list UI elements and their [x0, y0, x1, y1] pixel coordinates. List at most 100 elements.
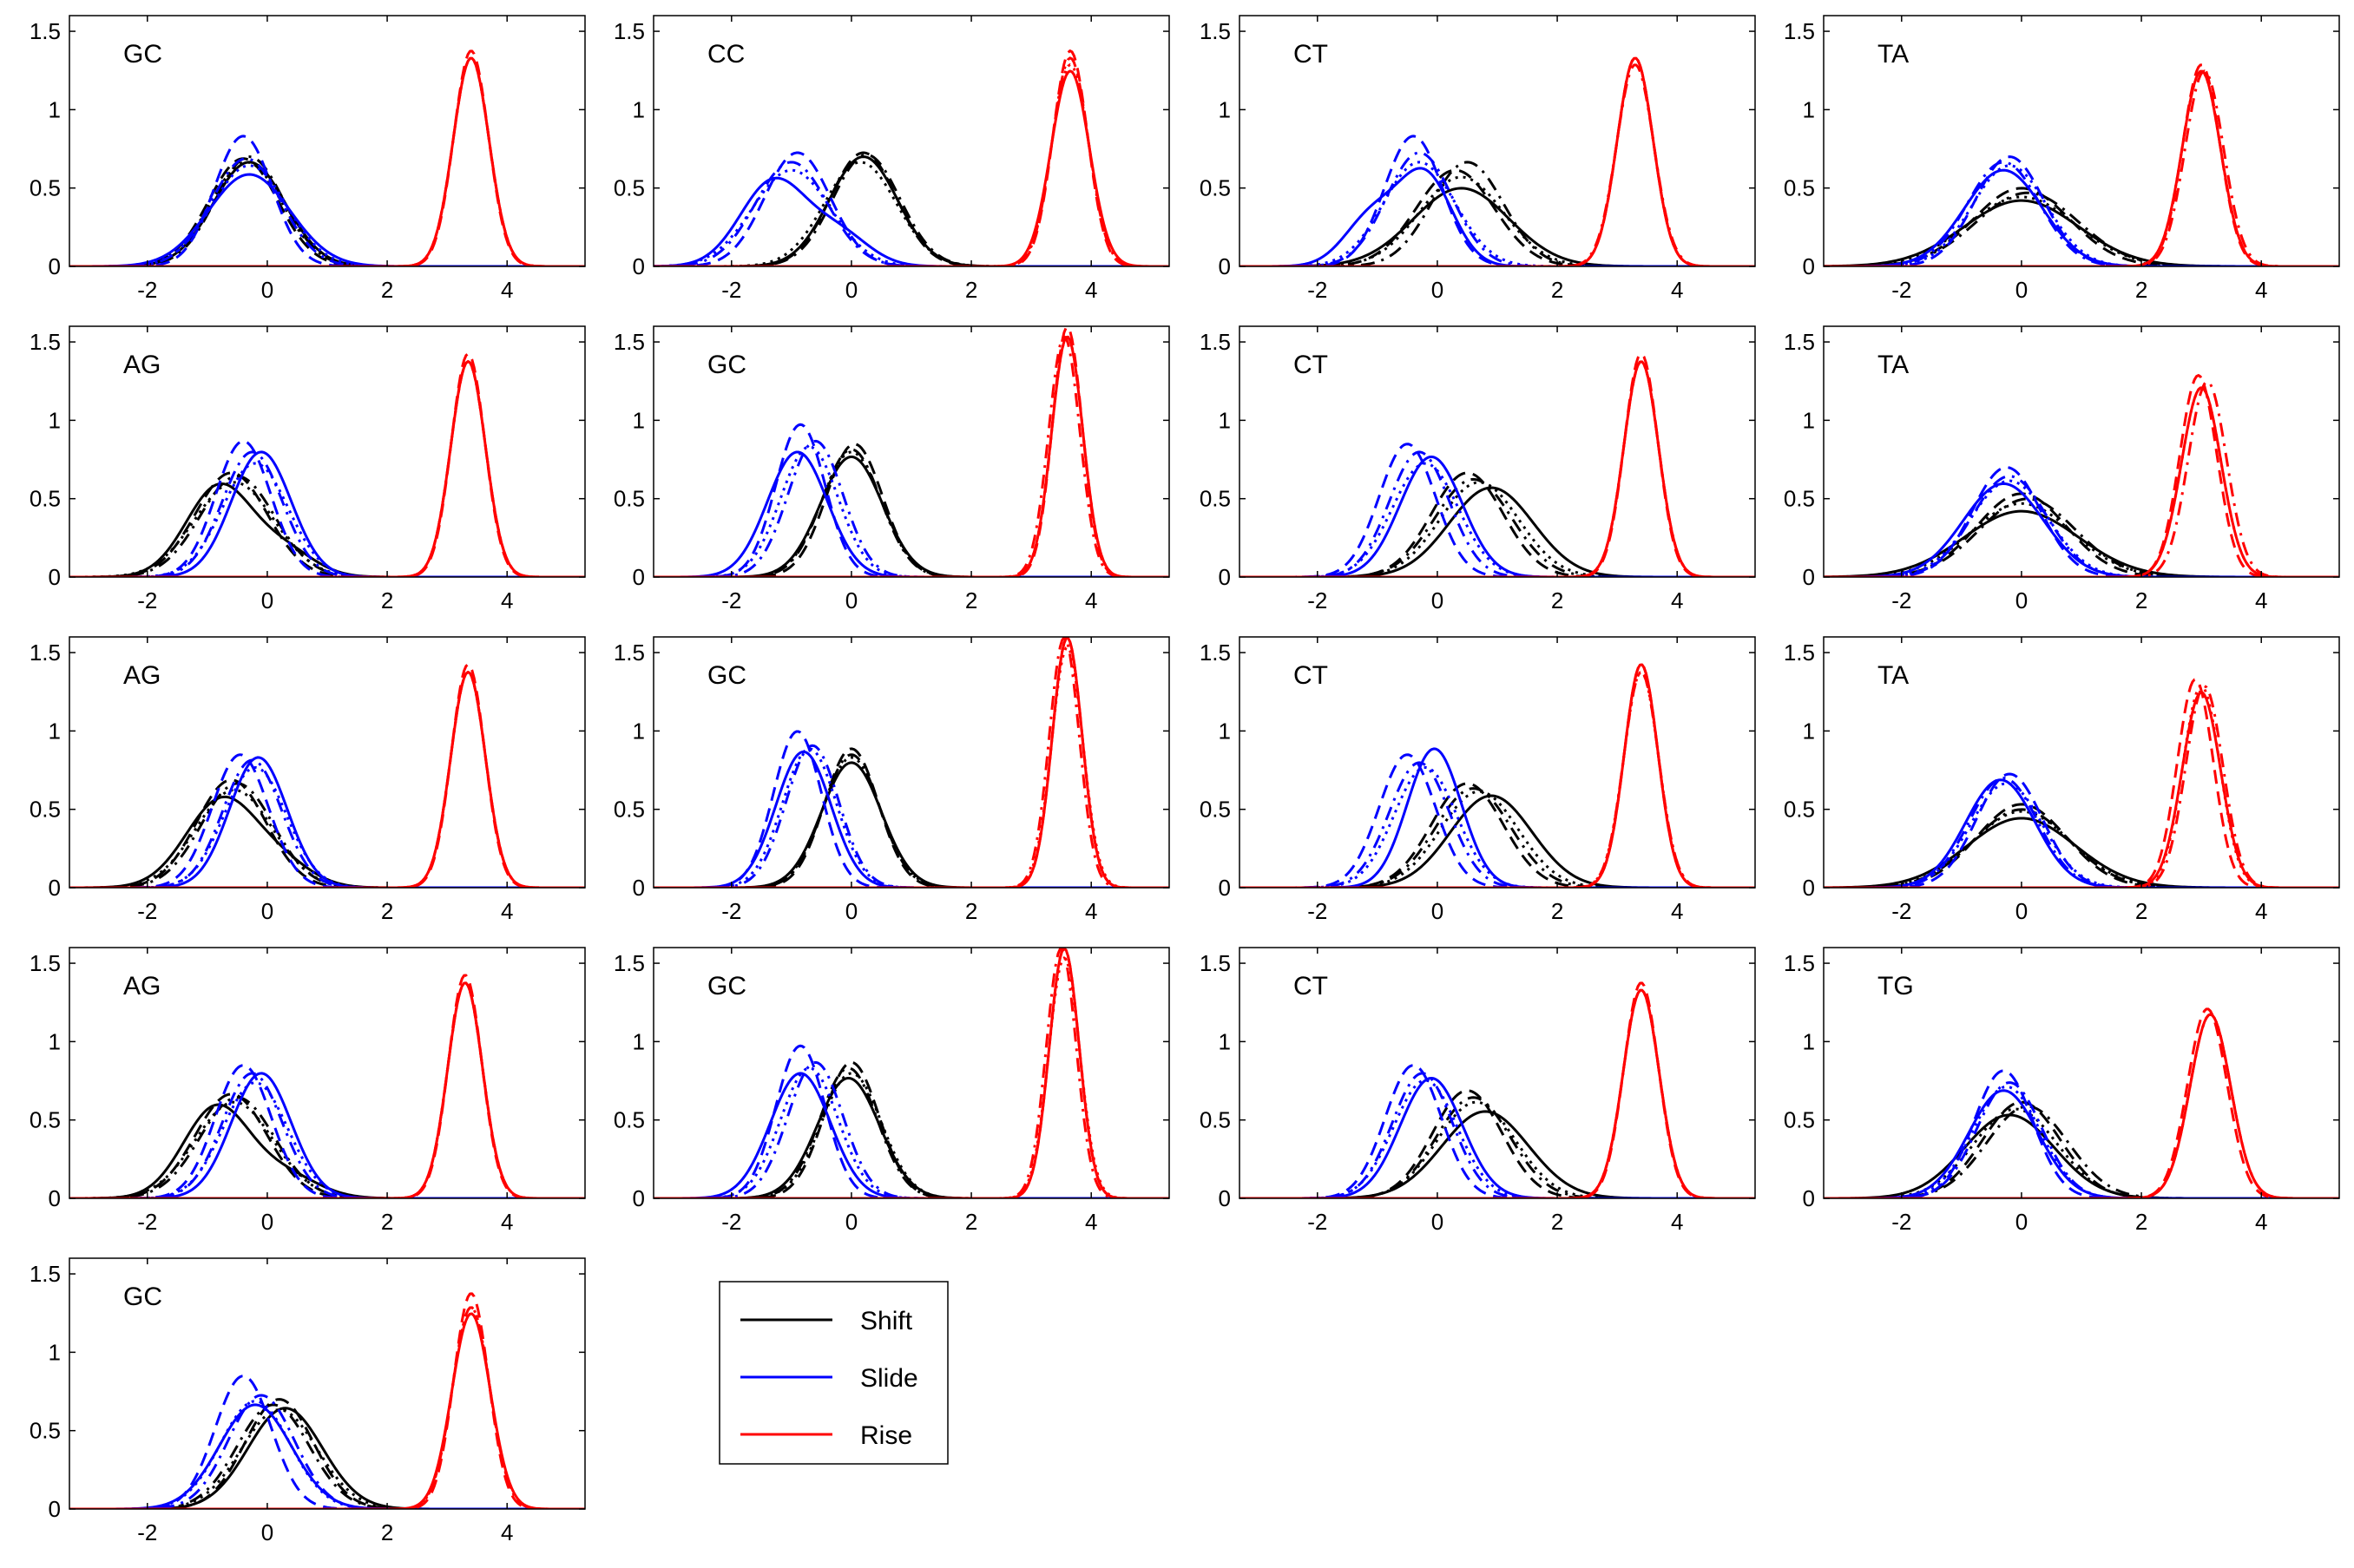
- x-tick-label: 4: [1085, 587, 1097, 613]
- slide-curve-dashed: [1824, 1069, 2339, 1198]
- y-tick-label: 1.5: [30, 1261, 61, 1287]
- axes-box: [653, 636, 1170, 889]
- panel-gc-r5c1: -2 0 2 4 0 0.5 1 1.5 GC: [30, 1257, 586, 1545]
- shift-curve-dashdot: [1824, 497, 2339, 577]
- rise-curve-solid: [1239, 988, 1755, 1198]
- x-tick-label: 0: [261, 277, 273, 303]
- x-tick-label: 4: [2255, 587, 2267, 613]
- x-tick-label: -2: [1307, 898, 1327, 924]
- panel-ag-r3c1: -2 0 2 4 0 0.5 1 1.5 AG: [30, 636, 586, 924]
- y-tick-label: 0.5: [30, 175, 61, 201]
- slide-curve-dashed: [69, 1064, 585, 1198]
- x-tick-label: 4: [501, 1209, 513, 1235]
- rise-curve-dashdot: [1824, 685, 2339, 888]
- axes-box: [1239, 947, 1756, 1199]
- panel-label: AG: [123, 351, 161, 379]
- panel-label: AG: [123, 972, 161, 1001]
- x-tick-label: 4: [2255, 277, 2267, 303]
- panel-label: CT: [1293, 351, 1328, 379]
- x-tick-label: 0: [261, 1209, 273, 1235]
- y-tick-label: 0.5: [1784, 797, 1815, 823]
- panel-label: CT: [1293, 661, 1328, 690]
- x-tick-label: 0: [845, 277, 858, 303]
- axes-box: [69, 15, 586, 267]
- x-tick-label: 2: [1551, 277, 1563, 303]
- x-tick-label: -2: [1891, 277, 1911, 303]
- x-tick-label: -2: [1307, 277, 1327, 303]
- panel-tg-r4c4: -2 0 2 4 0 0.5 1 1.5 TG: [1784, 947, 2340, 1235]
- slide-curve-solid: [1824, 168, 2339, 266]
- y-tick-label: 1.5: [1784, 950, 1815, 976]
- y-tick-label: 0: [49, 253, 61, 279]
- rise-curve-dashed: [654, 948, 1169, 1198]
- x-tick-label: 0: [845, 1209, 858, 1235]
- y-tick-label: 1.5: [30, 640, 61, 666]
- y-tick-label: 1: [49, 1028, 61, 1054]
- panel-label: GC: [707, 972, 746, 1001]
- slide-curve-dashed: [1239, 1064, 1755, 1198]
- y-tick-label: 0: [633, 253, 645, 279]
- y-tick-label: 1: [1803, 718, 1815, 744]
- panel-label: TA: [1877, 661, 1909, 690]
- y-tick-label: 0.5: [30, 797, 61, 823]
- x-tick-label: -2: [1307, 587, 1327, 613]
- panel-label: GC: [123, 40, 162, 69]
- slide-curve-dotted: [1824, 164, 2339, 266]
- panel-label: CC: [707, 40, 745, 69]
- x-tick-label: -2: [1307, 1209, 1327, 1235]
- x-tick-label: 0: [261, 898, 273, 924]
- x-tick-label: 2: [1551, 1209, 1563, 1235]
- panel-ta-r3c4: -2 0 2 4 0 0.5 1 1.5 TA: [1784, 636, 2340, 924]
- x-tick-label: 2: [965, 587, 977, 613]
- y-tick-label: 1.5: [1200, 950, 1231, 976]
- legend-label-slide: Slide: [860, 1364, 918, 1393]
- y-tick-label: 0.5: [1784, 1107, 1815, 1133]
- axes-box: [653, 15, 1170, 267]
- y-tick-label: 1.5: [1784, 640, 1815, 666]
- slide-curve-dashdot: [1239, 151, 1755, 266]
- y-tick-label: 0: [49, 1496, 61, 1522]
- y-tick-label: 0: [1803, 253, 1815, 279]
- rise-curve-dashdot: [654, 335, 1169, 577]
- y-tick-label: 0.5: [30, 486, 61, 512]
- y-tick-label: 1: [633, 407, 645, 433]
- slide-curve-dotted: [69, 1400, 585, 1509]
- panel-label: CT: [1293, 972, 1328, 1001]
- y-tick-label: 0.5: [614, 486, 645, 512]
- panel-gc-r1c1: -2 0 2 4 0 0.5 1 1.5 GC: [30, 15, 586, 303]
- panel-curves: [69, 663, 585, 888]
- x-tick-label: -2: [1891, 1209, 1911, 1235]
- panel-label: GC: [123, 1283, 162, 1311]
- slide-curve-dashdot: [69, 450, 585, 577]
- y-tick-label: 0.5: [1200, 797, 1231, 823]
- y-tick-label: 0.5: [30, 1418, 61, 1444]
- slide-curve-dashdot: [69, 1072, 585, 1198]
- y-tick-label: 1: [49, 718, 61, 744]
- y-tick-label: 0.5: [1200, 175, 1231, 201]
- x-tick-label: 4: [1671, 1209, 1683, 1235]
- x-tick-label: 2: [381, 587, 393, 613]
- panel-gc-r3c2: -2 0 2 4 0 0.5 1 1.5 GC: [614, 636, 1170, 924]
- x-tick-label: 0: [845, 587, 858, 613]
- axes-box: [69, 1257, 586, 1510]
- x-tick-label: 0: [845, 898, 858, 924]
- axes-box: [653, 947, 1170, 1199]
- y-tick-label: 0: [1803, 875, 1815, 901]
- rise-curve-dotted: [654, 63, 1169, 266]
- panel-label: TA: [1877, 351, 1909, 379]
- x-tick-label: 0: [2015, 1209, 2028, 1235]
- panel-ta-r1c4: -2 0 2 4 0 0.5 1 1.5 TA: [1784, 15, 2340, 303]
- x-tick-label: 2: [381, 1209, 393, 1235]
- shift-curve-dashed: [1824, 803, 2339, 888]
- y-tick-label: 0.5: [30, 1107, 61, 1133]
- x-tick-label: 4: [1085, 277, 1097, 303]
- x-tick-label: -2: [137, 587, 157, 613]
- x-tick-label: 4: [1671, 587, 1683, 613]
- x-tick-label: 4: [1671, 277, 1683, 303]
- y-tick-label: 0: [1219, 1185, 1231, 1211]
- slide-curve-dotted: [1824, 1085, 2339, 1198]
- y-tick-label: 0: [633, 564, 645, 590]
- legend-label-shift: Shift: [860, 1307, 913, 1335]
- y-tick-label: 1.5: [614, 640, 645, 666]
- y-tick-label: 1: [1219, 96, 1231, 122]
